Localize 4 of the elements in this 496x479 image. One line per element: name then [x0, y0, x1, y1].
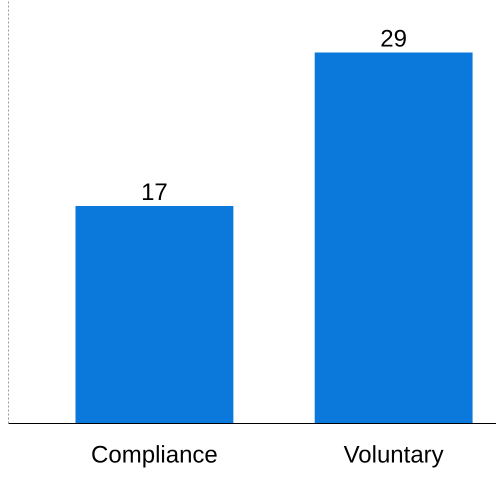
data-label: 29 [380, 25, 407, 52]
x-tick-label: Voluntary [344, 442, 444, 468]
x-tick-label: Compliance [91, 442, 218, 468]
data-label: 17 [141, 178, 168, 206]
